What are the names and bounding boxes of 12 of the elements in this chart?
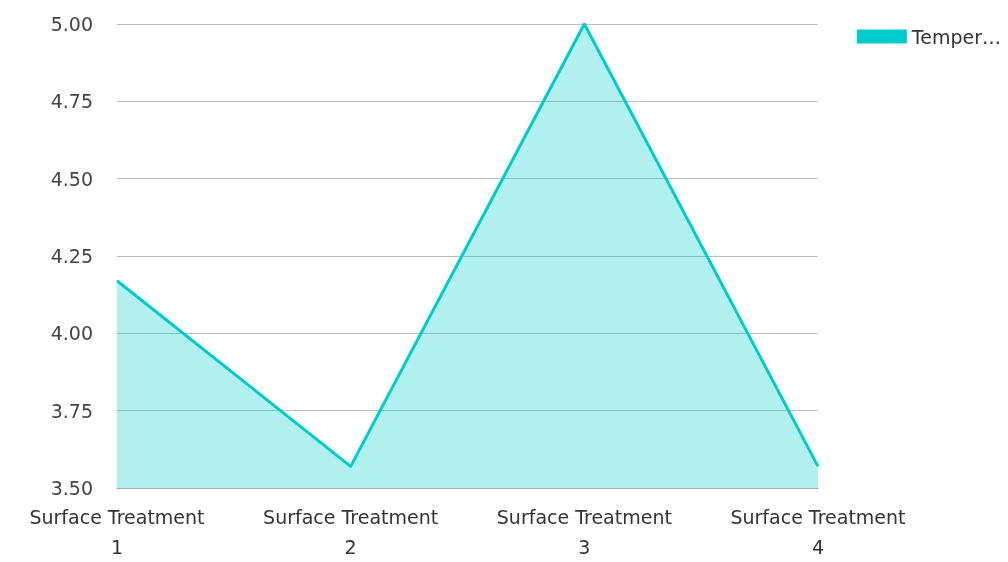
x-tick-label: Surface Treatment 2 xyxy=(263,506,439,558)
y-tick-label: 4.75 xyxy=(50,90,93,113)
x-tick-label: Surface Treatment 4 xyxy=(730,506,906,558)
y-tick-label: 4.25 xyxy=(50,245,93,267)
y-tick-label: 3.50 xyxy=(50,477,93,499)
y-tick-label: 4.00 xyxy=(50,322,93,345)
y-tick-label: 4.50 xyxy=(50,167,93,190)
legend-label: Temper… xyxy=(910,25,1001,48)
x-tick-label: Surface Treatment 1 xyxy=(29,506,205,558)
y-tick-label: 5.00 xyxy=(50,13,93,35)
y-tick-label: 3.75 xyxy=(50,399,93,422)
x-tick-label: Surface Treatment 3 xyxy=(496,506,672,558)
